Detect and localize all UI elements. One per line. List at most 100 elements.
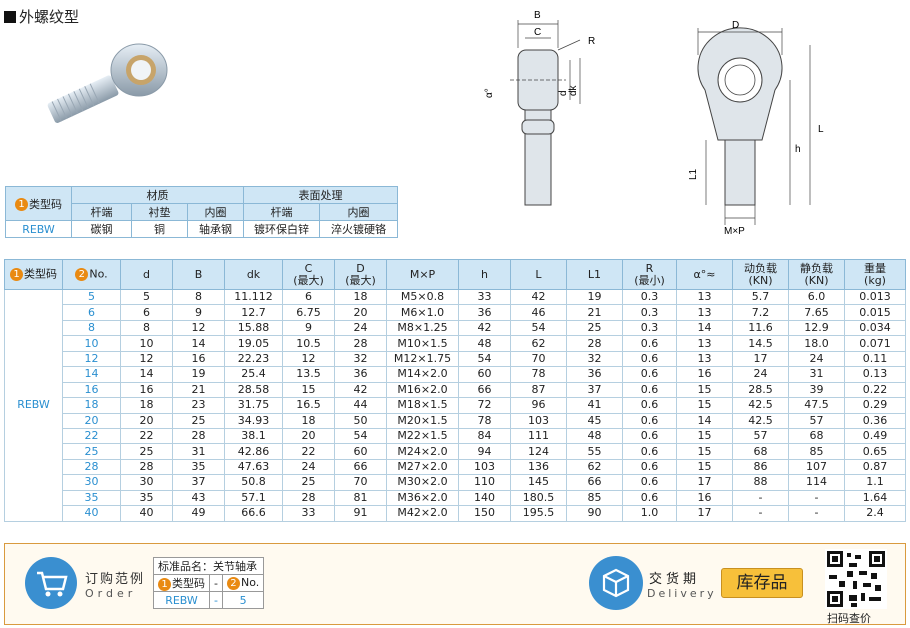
table-cell: 0.6 <box>622 366 677 383</box>
table-cell: 31.75 <box>224 397 283 414</box>
table-cell: 0.6 <box>622 443 677 460</box>
table-cell: 57 <box>732 427 789 445</box>
table-cell: 24 <box>282 458 335 476</box>
table-cell: 81 <box>334 489 387 507</box>
table-cell: 72 <box>458 397 511 414</box>
spec-cell: 碳钢 <box>71 220 132 238</box>
table-cell: 17 <box>676 474 733 491</box>
table-cell: 24 <box>334 319 387 337</box>
table-cell: 0.49 <box>844 427 906 445</box>
table-cell: 13 <box>676 350 733 368</box>
technical-drawing: B C R d dk α° L1 D L h M×P <box>484 10 824 237</box>
table-cell: 32 <box>566 350 623 368</box>
table-cell: 124 <box>510 443 567 460</box>
table-cell: 55 <box>566 443 623 460</box>
table-row: 25 25 31 42.86 22 60 M24×2.0 94 124 55 0.6 15 68 85 0.… <box>5 443 906 460</box>
std-type-label: 1 类型码 <box>153 574 210 592</box>
col-MP: M×P <box>386 259 459 290</box>
table-cell: 36 <box>566 366 623 383</box>
table-row: 14 14 19 25.4 13.5 36 M14×2.0 60 78 36 0.6 16 24 31 0.… <box>5 366 906 383</box>
table-cell: M8×1.25 <box>386 319 459 337</box>
in-stock-badge[interactable]: 库存品 <box>721 568 803 598</box>
table-cell: 70 <box>334 474 387 491</box>
table-cell: M18×1.5 <box>386 397 459 414</box>
table-cell: 18.0 <box>788 335 845 352</box>
table-cell: 88 <box>732 474 789 491</box>
table-cell: 23 <box>172 397 225 414</box>
table-cell: 42 <box>334 381 387 399</box>
table-cell: 21 <box>566 304 623 321</box>
page-title: 外螺纹型 <box>4 6 79 27</box>
title-text: 外螺纹型 <box>19 8 80 26</box>
table-cell: 15 <box>676 458 733 476</box>
badge-2-icon: 2 <box>75 268 89 281</box>
table-cell: 0.36 <box>844 412 906 429</box>
std-no-value: 5 <box>221 591 265 609</box>
spec-type-header: 1 类型码 <box>5 186 72 221</box>
table-cell: 15 <box>676 443 733 460</box>
size-no-cell: 10 <box>62 335 121 352</box>
table-cell: 86 <box>732 458 789 476</box>
table-cell: 28 <box>334 335 387 352</box>
col-h: h <box>458 259 511 290</box>
table-cell: 48 <box>458 335 511 352</box>
table-cell: 0.87 <box>844 458 906 476</box>
table-cell: 136 <box>510 458 567 476</box>
delivery-label: 交货期 <box>649 572 701 587</box>
table-cell: 31 <box>172 443 225 460</box>
table-cell: 17 <box>676 505 733 522</box>
table-cell: 114 <box>788 474 845 491</box>
table-cell: M10×1.5 <box>386 335 459 352</box>
spec-col: 内圈 <box>187 203 244 221</box>
table-cell: 0.6 <box>622 427 677 445</box>
table-cell: 60 <box>458 366 511 383</box>
badge-1-icon: 1 <box>158 577 171 591</box>
table-row: 20 20 25 34.93 18 50 M20×1.5 78 103 45 0.6 14 42.5 57… <box>5 412 906 429</box>
table-cell: M14×2.0 <box>386 366 459 383</box>
col-D: D (最大) <box>334 259 387 290</box>
dim-MP: M×P <box>724 226 745 237</box>
table-row: 30 30 37 50.8 25 70 M30×2.0 110 145 66 0.6 17 88 114 1… <box>5 474 906 491</box>
order-example-table: 标准品名：关节轴承 1 类型码 - 2 No. REBW - 5 <box>152 557 265 609</box>
table-cell: 0.6 <box>622 350 677 368</box>
col-no: 2 No. <box>62 259 121 290</box>
table-cell: 14.5 <box>732 335 789 352</box>
table-cell: 0.015 <box>844 304 906 321</box>
table-cell: 78 <box>458 412 511 429</box>
table-cell: M16×2.0 <box>386 381 459 399</box>
cart-icon <box>25 557 77 609</box>
table-cell: 25 <box>282 474 335 491</box>
size-no-cell: 18 <box>62 397 121 414</box>
table-cell: 42 <box>458 319 511 337</box>
table-cell: 5.7 <box>732 288 789 306</box>
table-cell: 47.63 <box>224 458 283 476</box>
table-cell: 42.86 <box>224 443 283 460</box>
std-dash: - <box>209 591 223 609</box>
table-cell: 66.6 <box>224 505 283 522</box>
table-cell: 0.3 <box>622 319 677 337</box>
qr-code-icon[interactable] <box>825 549 887 609</box>
table-cell: 35 <box>172 458 225 476</box>
table-cell: 90 <box>566 505 623 522</box>
table-cell: 6 <box>120 304 173 321</box>
table-cell: 50.8 <box>224 474 283 491</box>
table-cell: 14 <box>676 319 733 337</box>
table-cell: 150 <box>458 505 511 522</box>
main-spec-table: 1 类型码 2 No. d B dk C (最大) D (最大) M×P h L L1 … <box>4 259 906 522</box>
col-C: C (最大) <box>282 259 335 290</box>
order-label: 订购范例 <box>85 572 146 587</box>
spec-surface-header: 表面处理 <box>243 186 398 204</box>
table-row: 10 10 14 19.05 10.5 28 M10×1.5 48 62 28 0.6 13 14.5 1… <box>5 335 906 352</box>
table-cell: 54 <box>334 427 387 445</box>
badge-2-icon: 2 <box>226 576 240 590</box>
table-cell: 24 <box>732 366 789 383</box>
table-row: 35 35 43 57.1 28 81 M36×2.0 140 180.5 85 0.6 16- -1.… <box>5 489 906 507</box>
table-cell: 180.5 <box>510 489 567 507</box>
table-cell: 1.1 <box>844 474 906 491</box>
table-cell: 28.58 <box>224 381 283 399</box>
table-cell: 66 <box>458 381 511 399</box>
table-cell: 40 <box>120 505 173 522</box>
table-cell: 1.64 <box>844 489 906 507</box>
table-cell: 48 <box>566 427 623 445</box>
table-cell: 0.034 <box>844 319 906 337</box>
